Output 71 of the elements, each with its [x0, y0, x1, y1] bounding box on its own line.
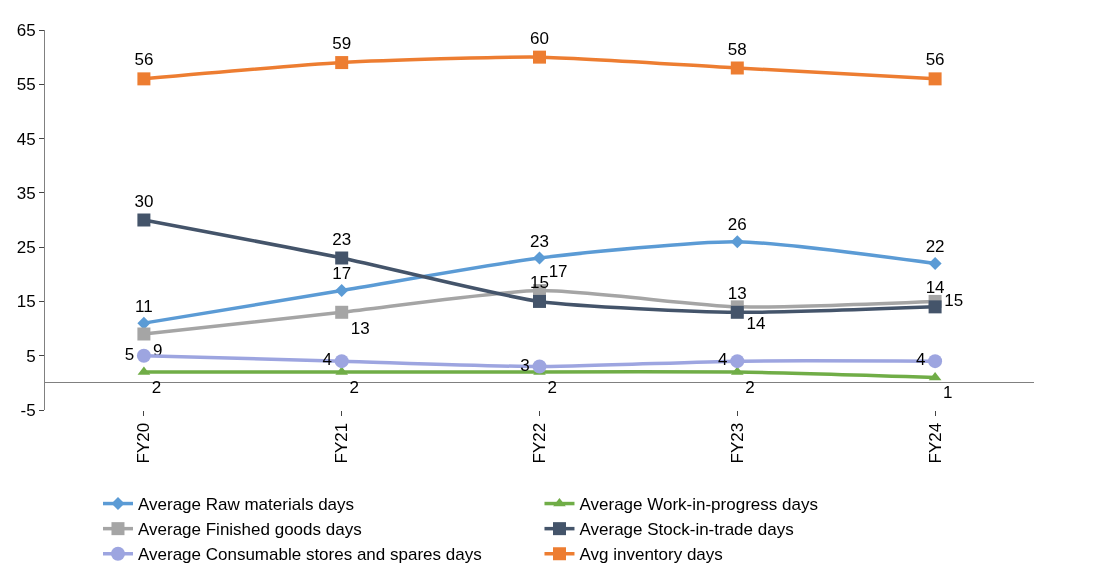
y-tick-label: 25 [16, 238, 36, 258]
data-label: 17 [332, 264, 352, 284]
point [730, 354, 745, 369]
data-label: 5 [124, 344, 135, 364]
point [928, 72, 942, 86]
y-tick-label: 5 [26, 346, 36, 366]
data-label: 4 [718, 350, 728, 370]
point [334, 354, 349, 369]
legend-label: Average Consumable stores and spares days [137, 545, 482, 565]
point [532, 359, 547, 374]
data-label: 56 [134, 50, 154, 70]
point [533, 50, 546, 64]
x-tick-label: FY24 [925, 422, 945, 464]
data-label: 26 [727, 215, 747, 235]
data-label: 58 [727, 39, 747, 59]
data-label: 11 [135, 296, 153, 316]
data-label: 2 [151, 377, 162, 397]
point [335, 56, 349, 70]
point [533, 251, 546, 265]
y-tick-label: 65 [16, 20, 36, 40]
legend-label: Average Finished goods days [137, 520, 362, 540]
data-label: 4 [322, 350, 332, 370]
point [335, 305, 349, 319]
data-label: 2 [349, 377, 360, 397]
data-label: 4 [915, 350, 926, 370]
data-label: 14 [925, 278, 945, 298]
point [137, 213, 151, 227]
legend-label: Average Work-in-progress days [579, 495, 818, 515]
point [335, 284, 349, 298]
data-label: 13 [727, 283, 747, 303]
legend-label: Avg inventory days [579, 545, 723, 565]
x-tick-label: FY22 [530, 422, 550, 464]
data-label: 23 [530, 231, 549, 251]
legend-label: Average Raw materials days [137, 495, 355, 515]
y-tick-label: 55 [16, 75, 36, 95]
point [928, 300, 942, 314]
y-tick-label: 15 [16, 292, 36, 312]
point [730, 235, 744, 249]
point [335, 251, 349, 265]
data-label: 1 [942, 383, 953, 403]
data-label: 23 [332, 229, 352, 249]
y-tick-label: -5 [20, 400, 36, 420]
data-label: 2 [547, 377, 557, 397]
data-label: 3 [520, 355, 530, 375]
data-label: 22 [925, 236, 945, 256]
data-label: 30 [134, 191, 154, 211]
point [137, 316, 151, 330]
point [136, 348, 151, 363]
y-tick-label: 45 [16, 129, 36, 149]
x-tick-label: FY20 [134, 422, 154, 464]
data-label: 56 [925, 50, 945, 70]
point [928, 256, 942, 270]
point [533, 294, 546, 308]
point [137, 327, 151, 341]
point [730, 305, 744, 319]
x-tick-label: FY21 [332, 422, 352, 464]
data-label: 2 [745, 377, 755, 397]
data-label: 13 [350, 319, 370, 339]
point [928, 371, 942, 381]
data-label: 17 [548, 262, 568, 282]
data-label: 15 [530, 273, 549, 293]
data-label: 14 [746, 313, 766, 333]
point [137, 72, 151, 86]
x-tick-label: FY23 [727, 422, 747, 464]
legend-label: Average Stock-in-trade days [579, 520, 794, 540]
point [928, 354, 943, 369]
data-label: 60 [530, 28, 549, 48]
data-label: 15 [944, 290, 964, 310]
data-label: 59 [332, 34, 352, 54]
y-tick-label: 35 [16, 183, 36, 203]
point [730, 61, 744, 75]
